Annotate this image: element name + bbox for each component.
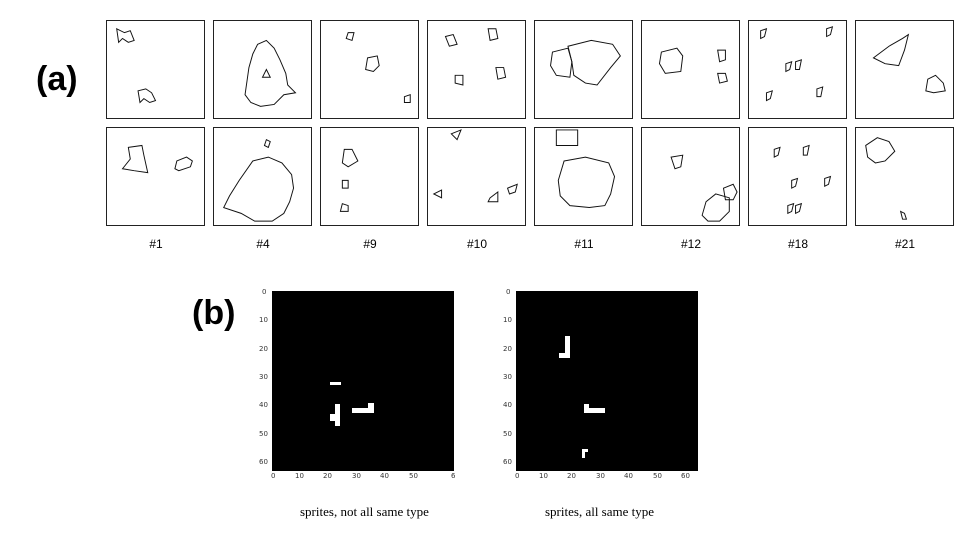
shape-drawing xyxy=(773,144,832,215)
x-tick: 30 xyxy=(596,472,605,480)
shape-cell-10-top xyxy=(427,20,526,119)
column-label: #10 xyxy=(466,237,488,251)
x-tick: 10 xyxy=(539,472,548,480)
y-tick: 20 xyxy=(503,345,512,353)
shape-drawing xyxy=(872,33,946,94)
x-tick: 40 xyxy=(380,472,389,480)
shape-cell-4-top xyxy=(213,20,312,119)
sprite xyxy=(335,404,340,426)
y-tick: 10 xyxy=(503,316,512,324)
y-tick: 40 xyxy=(503,401,512,409)
sprite xyxy=(330,382,341,385)
shape-drawing xyxy=(550,39,621,86)
shape-drawing xyxy=(760,26,834,102)
shape-cell-11-top xyxy=(534,20,633,119)
sprite xyxy=(582,449,585,458)
y-tick: 0 xyxy=(262,288,267,296)
shape-cell-11-bottom xyxy=(534,127,633,226)
y-tick: 10 xyxy=(259,316,268,324)
x-tick: 20 xyxy=(567,472,576,480)
sprite xyxy=(582,449,588,452)
shape-cell-18-top xyxy=(748,20,847,119)
shape-drawing xyxy=(223,138,295,222)
y-tick: 60 xyxy=(503,458,512,466)
x-tick: 30 xyxy=(352,472,361,480)
shape-cell-9-top xyxy=(320,20,419,119)
x-tick: 40 xyxy=(624,472,633,480)
shape-cell-1-bottom xyxy=(106,127,205,226)
y-tick: 50 xyxy=(259,430,268,438)
sprite xyxy=(559,353,570,358)
shape-cell-21-bottom xyxy=(855,127,954,226)
shape-drawing xyxy=(670,154,738,222)
sprite-plot-right xyxy=(516,291,698,471)
sprite xyxy=(330,414,335,421)
column-label: #9 xyxy=(363,237,377,251)
column-label: #4 xyxy=(256,237,270,251)
column-label: #18 xyxy=(787,237,809,251)
sprite xyxy=(584,408,605,413)
x-tick: 50 xyxy=(653,472,662,480)
shape-cell-10-bottom xyxy=(427,127,526,226)
shape-cell-21-top xyxy=(855,20,954,119)
x-tick: 50 xyxy=(409,472,418,480)
panel-b-label: (b) xyxy=(192,294,236,332)
x-tick: 0 xyxy=(271,472,276,480)
shape-cell-9-bottom xyxy=(320,127,419,226)
shape-drawing xyxy=(116,27,157,104)
y-tick: 0 xyxy=(506,288,511,296)
shape-drawing xyxy=(345,32,411,103)
x-tick: 6 xyxy=(451,472,456,480)
shape-drawing xyxy=(432,129,518,203)
column-label: #12 xyxy=(680,237,702,251)
shape-drawing xyxy=(865,137,908,220)
shape-cell-12-bottom xyxy=(641,127,740,226)
column-label: #21 xyxy=(894,237,916,251)
column-label: #1 xyxy=(149,237,163,251)
shape-drawing xyxy=(339,148,359,212)
shape-drawing xyxy=(244,39,297,107)
shape-drawing xyxy=(658,47,728,84)
sprite xyxy=(352,408,374,413)
shape-cell-18-bottom xyxy=(748,127,847,226)
y-tick: 30 xyxy=(503,373,512,381)
shape-cell-4-bottom xyxy=(213,127,312,226)
plot-caption: sprites, not all same type xyxy=(300,504,429,519)
y-tick: 50 xyxy=(503,430,512,438)
y-tick: 20 xyxy=(259,345,268,353)
x-tick: 10 xyxy=(295,472,304,480)
shape-cell-1-top xyxy=(106,20,205,119)
plot-caption: sprites, all same type xyxy=(545,504,655,519)
x-tick: 60 xyxy=(681,472,690,480)
y-tick: 60 xyxy=(259,458,268,466)
shape-drawing xyxy=(555,129,616,209)
shape-drawing xyxy=(121,144,193,174)
shape-cell-12-top xyxy=(641,20,740,119)
sprite xyxy=(565,336,570,358)
panel-a-label: (a) xyxy=(36,60,78,98)
x-tick: 20 xyxy=(323,472,332,480)
y-tick: 40 xyxy=(259,401,268,409)
y-tick: 30 xyxy=(259,373,268,381)
column-label: #11 xyxy=(574,237,594,251)
sprite xyxy=(368,403,374,408)
sprite-plot-left xyxy=(272,291,454,471)
x-tick: 0 xyxy=(515,472,520,480)
shape-drawing xyxy=(444,28,507,86)
